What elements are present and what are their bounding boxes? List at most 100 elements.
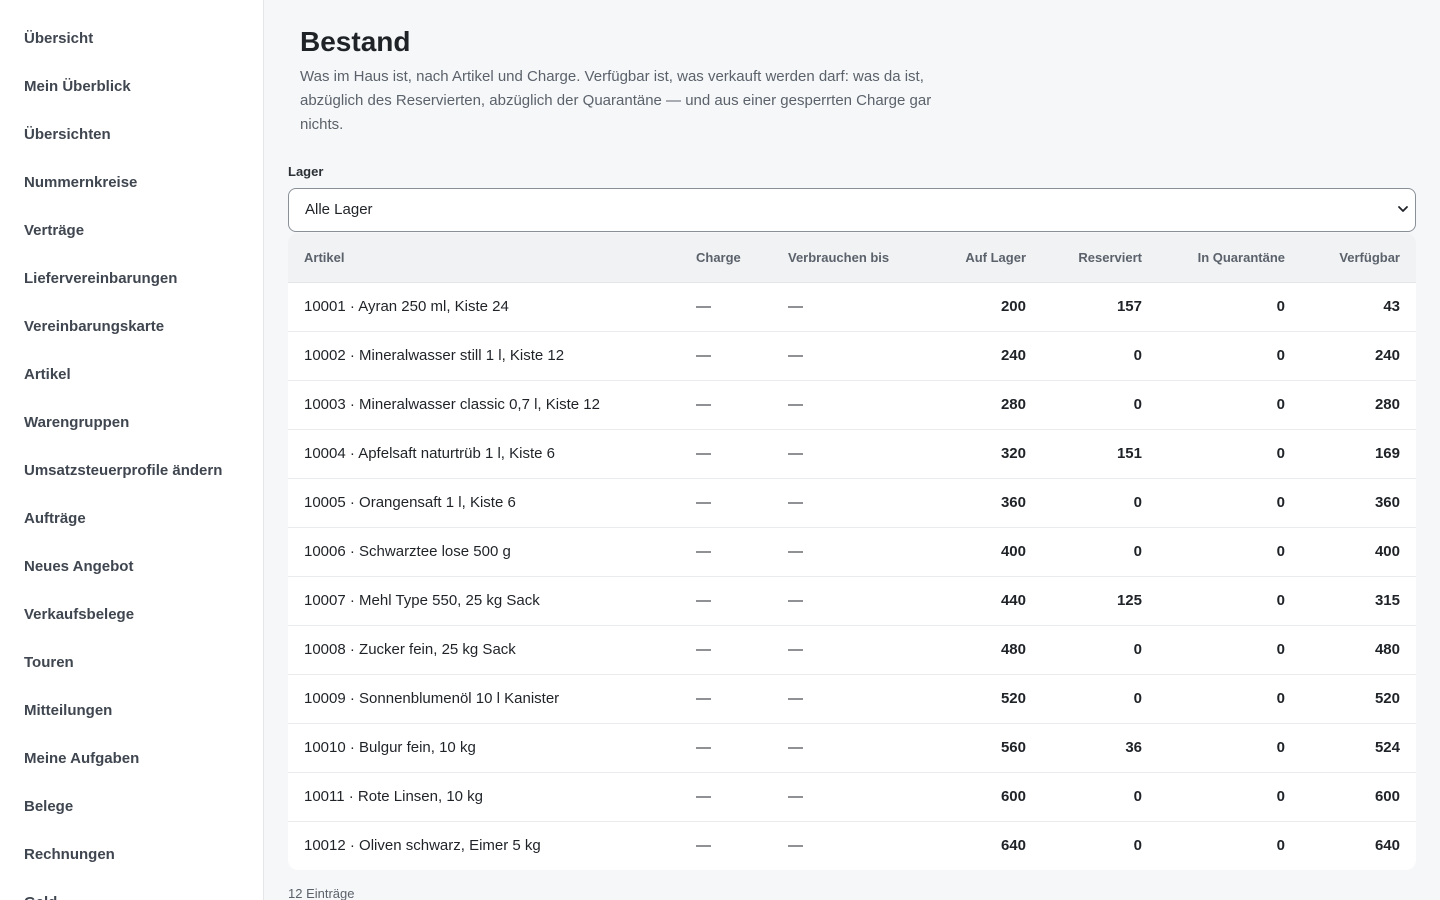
cell-charge: — xyxy=(680,820,772,870)
cell-artikel: 10011 · Rote Linsen, 10 kg xyxy=(288,771,680,821)
col-header-verbrauchen-bis[interactable]: Verbrauchen bis xyxy=(772,233,928,283)
entry-count: 12 Einträge xyxy=(288,886,355,900)
sidebar-item-belege[interactable]: Belege xyxy=(24,798,74,815)
sidebar-item-warengruppen[interactable]: Warengruppen xyxy=(24,414,130,431)
cell-charge: — xyxy=(680,428,772,478)
cell-artikel: 10009 · Sonnenblumenöl 10 l Kanister xyxy=(288,673,680,723)
cell-reserviert: 125 xyxy=(1042,575,1158,625)
cell-auf-lager: 320 xyxy=(928,428,1042,478)
table-row[interactable]: 10011 · Rote Linsen, 10 kg — —600 0 0 600 xyxy=(288,771,1416,821)
sidebar-item-nummernkreise[interactable]: Nummernkreise xyxy=(24,174,138,191)
cell-artikel: 10004 · Apfelsaft naturtrüb 1 l, Kiste 6 xyxy=(288,428,680,478)
lager-select[interactable]: Alle Lager xyxy=(288,188,1416,232)
cell-reserviert: 0 xyxy=(1042,820,1158,870)
sidebar-item-artikel[interactable]: Artikel xyxy=(24,366,71,383)
cell-charge: — xyxy=(680,575,772,625)
cell-auf-lager: 520 xyxy=(928,673,1042,723)
cell-artikel: 10002 · Mineralwasser still 1 l, Kiste 1… xyxy=(288,330,680,380)
cell-quarantaene: 0 xyxy=(1158,428,1301,478)
sidebar-item-mitteilungen[interactable]: Mitteilungen xyxy=(24,702,113,719)
page-description: Was im Haus ist, nach Artikel und Charge… xyxy=(300,68,932,133)
col-header-verfuegbar[interactable]: Verfügbar xyxy=(1301,233,1416,283)
cell-verbrauchen-bis: — xyxy=(772,771,928,821)
sidebar-item-touren[interactable]: Touren xyxy=(24,654,74,671)
cell-charge: — xyxy=(680,330,772,380)
table-row[interactable]: 10009 · Sonnenblumenöl 10 l Kanister — —52… xyxy=(288,673,1416,723)
sidebar-item-auftraege[interactable]: Aufträge xyxy=(24,510,86,527)
lager-label: Lager xyxy=(288,164,324,179)
cell-reserviert: 0 xyxy=(1042,379,1158,429)
cell-verbrauchen-bis: — xyxy=(772,575,928,625)
cell-quarantaene: 0 xyxy=(1158,722,1301,772)
cell-auf-lager: 560 xyxy=(928,722,1042,772)
cell-verfuegbar: 524 xyxy=(1301,722,1416,772)
cell-reserviert: 0 xyxy=(1042,624,1158,674)
cell-artikel: 10010 · Bulgur fein, 10 kg xyxy=(288,722,680,772)
cell-artikel: 10003 · Mineralwasser classic 0,7 l, Kis… xyxy=(288,379,680,429)
table-row[interactable]: 10001 · Ayran 250 ml, Kiste 24 — — 200 157 0 4… xyxy=(288,282,1416,331)
sidebar-item-meine-aufgaben[interactable]: Meine Aufgaben xyxy=(24,750,140,767)
cell-verfuegbar: 520 xyxy=(1301,673,1416,723)
cell-verbrauchen-bis: — xyxy=(772,526,928,576)
sidebar-item-uebersicht[interactable]: Übersicht xyxy=(24,30,94,47)
table-row[interactable]: 10006 · Schwarztee lose 500 g — —400 0 0 400 xyxy=(288,526,1416,576)
table-row[interactable]: 10010 · Bulgur fein, 10 kg — —560 36 0 524 xyxy=(288,722,1416,772)
table-row[interactable]: 10002 · Mineralwasser still 1 l, Kiste 1… xyxy=(288,330,1416,380)
col-header-reserviert[interactable]: Reserviert xyxy=(1042,233,1158,283)
cell-auf-lager: 440 xyxy=(928,575,1042,625)
stock-table: Artikel Charge Verbrauchen bis Auf Lager… xyxy=(288,233,1416,870)
sidebar-item-vereinbarungskarte[interactable]: Vereinbarungskarte xyxy=(24,318,165,335)
col-header-auf-lager[interactable]: Auf Lager xyxy=(928,233,1042,283)
main-content: Bestand Was im Haus ist, nach Artikel un… xyxy=(264,0,1440,900)
cell-quarantaene: 0 xyxy=(1158,820,1301,870)
cell-quarantaene: 0 xyxy=(1158,624,1301,674)
cell-verfuegbar: 43 xyxy=(1383,298,1400,315)
cell-auf-lager: 280 xyxy=(928,379,1042,429)
cell-verfuegbar: 315 xyxy=(1301,575,1416,625)
cell-quarantaene: 0 xyxy=(1158,575,1301,625)
table-row[interactable]: 10003 · Mineralwasser classic 0,7 l, Kis… xyxy=(288,379,1416,429)
cell-reserviert: 151 xyxy=(1042,428,1158,478)
sidebar-item-rechnungen[interactable]: Rechnungen xyxy=(24,846,115,863)
cell-verfuegbar: 600 xyxy=(1301,771,1416,821)
sidebar-item-verkaufsbelege[interactable]: Verkaufsbelege xyxy=(24,606,135,623)
cell-verfuegbar: 640 xyxy=(1301,820,1416,870)
cell-charge: — xyxy=(680,771,772,821)
sidebar-item-geld[interactable]: Geld… xyxy=(24,893,72,900)
col-header-quarantaene[interactable]: In Quarantäne xyxy=(1158,233,1301,283)
sidebar-item-vertraege[interactable]: Verträge xyxy=(24,222,85,239)
col-header-charge[interactable]: Charge xyxy=(680,233,772,283)
cell-quarantaene: 0 xyxy=(1276,298,1285,315)
sidebar-item-uebersichten[interactable]: Übersichten xyxy=(24,126,111,143)
col-header-artikel[interactable]: Artikel xyxy=(288,233,680,283)
sidebar-item-neues-angebot[interactable]: Neues Angebot xyxy=(24,558,134,575)
cell-auf-lager: 200 xyxy=(1000,298,1026,315)
sidebar-item-umsatzsteuerprofile-aendern[interactable]: Umsatzsteuerprofile ändern xyxy=(24,462,223,479)
page-title: Bestand xyxy=(300,26,411,57)
table-row[interactable]: 10005 · Orangensaft 1 l, Kiste 6— —360 0 0 3… xyxy=(288,477,1416,527)
cell-reserviert: 0 xyxy=(1042,673,1158,723)
cell-verfuegbar: 360 xyxy=(1301,477,1416,527)
cell-reserviert: 157 xyxy=(1116,298,1142,315)
table-row[interactable]: 10007 · Mehl Type 550, 25 kg Sack — —440 12… xyxy=(288,575,1416,625)
sidebar-item-liefervereinbarungen[interactable]: Liefervereinbarungen xyxy=(24,270,178,287)
cell-artikel: 10006 · Schwarztee lose 500 g xyxy=(288,526,680,576)
cell-auf-lager: 400 xyxy=(928,526,1042,576)
sidebar-item-mein-ueberblick[interactable]: Mein Überblick xyxy=(24,78,131,95)
cell-charge: — xyxy=(680,624,772,674)
cell-auf-lager: 240 xyxy=(928,330,1042,380)
table-row[interactable]: 10008 · Zucker fein, 25 kg Sack — —480 0 0 48… xyxy=(288,624,1416,674)
sidebar: Übersicht Mein Überblick Übersichten Nummer… xyxy=(0,0,264,900)
cell-verfuegbar: 480 xyxy=(1301,624,1416,674)
cell-verbrauchen-bis: — xyxy=(772,722,928,772)
table-row[interactable]: 10012 · Oliven schwarz, Eimer 5 kg — —640 0… xyxy=(288,820,1416,870)
cell-quarantaene: 0 xyxy=(1158,771,1301,821)
cell-auf-lager: 360 xyxy=(928,477,1042,527)
cell-artikel: 10012 · Oliven schwarz, Eimer 5 kg xyxy=(288,820,680,870)
cell-reserviert: 0 xyxy=(1042,771,1158,821)
cell-charge: — xyxy=(696,298,711,315)
cell-quarantaene: 0 xyxy=(1158,379,1301,429)
cell-charge: — xyxy=(680,673,772,723)
cell-reserviert: 0 xyxy=(1042,477,1158,527)
table-row[interactable]: 10004 · Apfelsaft naturtrüb 1 l, Kiste 6… xyxy=(288,428,1416,478)
